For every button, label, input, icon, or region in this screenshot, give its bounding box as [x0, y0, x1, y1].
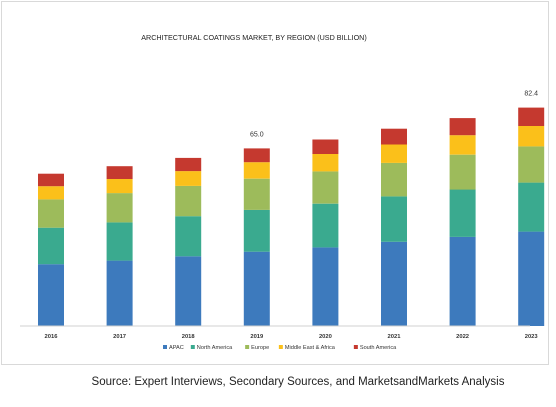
legend-swatch-apac: [163, 345, 167, 349]
x-tick-2019: 2019: [250, 334, 264, 340]
x-tick-2020: 2020: [319, 334, 332, 340]
x-tick-2021: 2021: [388, 334, 402, 340]
data-label-2023: 82.4: [524, 91, 538, 98]
bar-south-america-2019: [243, 148, 270, 163]
bar-apac-2018: [175, 256, 202, 326]
bar-south-america-2022: [449, 118, 476, 136]
bar-apac-2020: [312, 247, 339, 326]
bar-south-america-2018: [175, 157, 202, 172]
x-tick-2023: 2023: [525, 334, 539, 340]
legend-label-south-america: South America: [360, 345, 397, 351]
bar-north-america-2018: [175, 216, 202, 257]
bar-europe-2023: [518, 146, 545, 183]
data-labels: 65.0 82.4: [250, 91, 538, 139]
bar-south-america-2023: [518, 107, 545, 126]
bar-north-america-2022: [449, 189, 476, 237]
bar-south-america-2017: [106, 166, 133, 179]
bar-middle-east-africa-2016: [38, 186, 64, 200]
bar-middle-east-africa-2022: [449, 135, 476, 155]
source-note: Source: Expert Interviews, Secondary Sou…: [91, 376, 505, 388]
bar-middle-east-africa-2017: [106, 179, 133, 194]
x-tick-2016: 2016: [45, 334, 59, 340]
legend-label-apac: APAC: [169, 345, 184, 351]
bar-europe-2017: [106, 193, 133, 223]
bar-europe-2021: [381, 162, 407, 197]
bar-europe-2022: [449, 154, 476, 190]
legend-swatch-europe: [245, 345, 250, 349]
bar-north-america-2017: [106, 222, 133, 261]
bar-europe-2019: [243, 178, 270, 210]
bar-apac-2016: [38, 264, 64, 326]
bar-apac-2023: [518, 231, 545, 326]
bar-middle-east-africa-2019: [243, 162, 270, 179]
bar-south-america-2016: [38, 173, 64, 187]
bar-north-america-2020: [312, 203, 339, 248]
bar-middle-east-africa-2018: [175, 171, 202, 186]
bar-apac-2022: [449, 236, 476, 326]
legend-label-europe: Europe: [251, 345, 269, 351]
bar-south-america-2021: [381, 128, 407, 145]
chart-title: ARCHITECTURAL COATINGS MARKET, BY REGION…: [141, 33, 367, 42]
legend-swatch-north-america: [190, 345, 195, 349]
bar-apac-2019: [243, 251, 270, 326]
legend: APAC North America Europe Middle East & Afr…: [163, 345, 397, 351]
x-tick-2017: 2017: [113, 334, 126, 340]
bar-north-america-2016: [38, 227, 64, 265]
bar-europe-2018: [175, 185, 202, 217]
legend-swatch-middle-east-africa: [278, 345, 283, 349]
x-tick-2022: 2022: [456, 334, 469, 340]
data-label-2019: 65.0: [250, 131, 264, 138]
x-tick-2018: 2018: [182, 334, 196, 340]
bar-europe-2016: [38, 199, 64, 228]
bar-north-america-2019: [243, 209, 270, 252]
chart-svg: ARCHITECTURAL COATINGS MARKET, BY REGION…: [20, 33, 545, 351]
bar-apac-2017: [106, 260, 133, 326]
bar-north-america-2021: [381, 196, 407, 242]
legend-label-north-america: North America: [197, 345, 233, 351]
chart-frame: ARCHITECTURAL COATINGS MARKET, BY REGION…: [1, 1, 549, 365]
bar-north-america-2023: [518, 182, 545, 232]
x-tick-labels: 2016 2017 2018 2019 2020 2021 2022 2023: [45, 334, 539, 340]
bar-south-america-2020: [312, 139, 339, 154]
bar-middle-east-africa-2020: [312, 154, 339, 172]
bar-apac-2021: [381, 241, 407, 326]
bar-middle-east-africa-2023: [518, 126, 545, 147]
legend-label-middle-east-africa: Middle East & Africa: [285, 345, 336, 351]
bar-europe-2020: [312, 171, 339, 204]
bars-group: [38, 107, 545, 326]
bar-middle-east-africa-2021: [381, 144, 407, 163]
legend-swatch-south-america: [353, 345, 358, 349]
